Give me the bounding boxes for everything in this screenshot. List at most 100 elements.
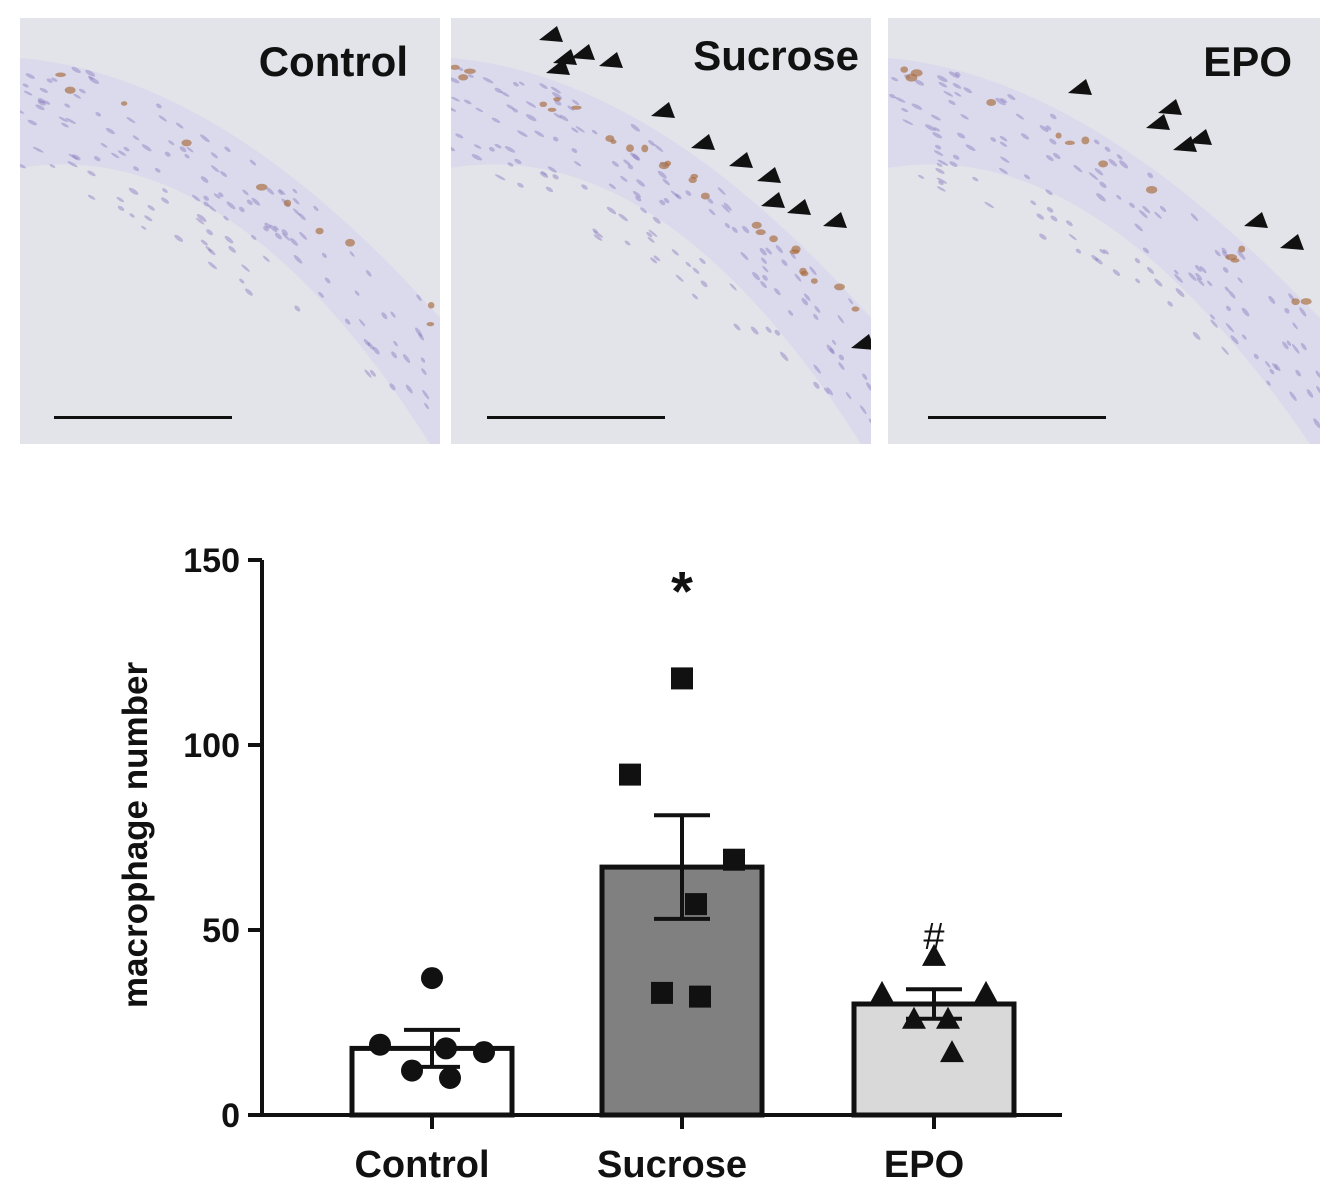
nucleus bbox=[299, 231, 308, 240]
nucleus bbox=[200, 239, 208, 246]
nucleus bbox=[422, 389, 430, 400]
nucleus bbox=[208, 261, 218, 270]
nucleus bbox=[943, 90, 954, 97]
arrowhead-marker bbox=[599, 52, 623, 68]
nucleus bbox=[1099, 181, 1107, 189]
nucleus bbox=[935, 168, 945, 174]
nucleus bbox=[421, 368, 427, 375]
data-point bbox=[671, 667, 693, 690]
nucleus bbox=[740, 251, 749, 261]
nucleus bbox=[1000, 156, 1010, 163]
nucleus bbox=[627, 164, 634, 170]
nucleus bbox=[263, 225, 269, 232]
nucleus bbox=[762, 265, 769, 273]
nucleus bbox=[517, 182, 524, 188]
nucleus bbox=[779, 351, 789, 362]
nucleus bbox=[717, 187, 726, 195]
nucleus bbox=[51, 77, 58, 82]
nucleus bbox=[606, 206, 617, 215]
nucleus bbox=[61, 122, 69, 128]
nucleus bbox=[363, 338, 371, 347]
nucleus bbox=[1289, 391, 1297, 401]
nucleus bbox=[823, 387, 830, 395]
macrophage-stain bbox=[1300, 298, 1312, 305]
data-point bbox=[421, 967, 443, 990]
nucleus bbox=[1225, 305, 1231, 312]
nucleus bbox=[1174, 274, 1183, 283]
nucleus bbox=[1292, 343, 1300, 354]
nucleus bbox=[948, 99, 956, 105]
macrophage-stain bbox=[769, 235, 778, 243]
nucleus bbox=[1253, 353, 1259, 360]
nucleus bbox=[1284, 307, 1290, 314]
nucleus bbox=[952, 83, 962, 89]
nucleus bbox=[369, 369, 376, 377]
nucleus bbox=[1199, 266, 1207, 274]
nucleus bbox=[550, 86, 561, 94]
nucleus bbox=[608, 183, 616, 190]
nucleus bbox=[960, 114, 969, 120]
nucleus bbox=[504, 146, 516, 153]
tissue-image-sucrose bbox=[451, 18, 871, 444]
nucleus bbox=[293, 208, 301, 216]
nucleus bbox=[203, 195, 209, 201]
nucleus bbox=[1265, 361, 1271, 368]
nucleus bbox=[365, 270, 372, 277]
nucleus bbox=[760, 281, 767, 289]
nucleus bbox=[1207, 280, 1213, 287]
nucleus bbox=[245, 288, 253, 296]
nucleus bbox=[213, 193, 221, 199]
nucleus bbox=[65, 117, 76, 124]
nucleus bbox=[282, 232, 291, 241]
macrophage-stain bbox=[1081, 136, 1090, 145]
nucleus bbox=[618, 213, 628, 222]
nucleus bbox=[781, 259, 788, 266]
nucleus bbox=[724, 222, 730, 229]
nucleus bbox=[451, 146, 456, 152]
nucleus bbox=[803, 293, 811, 301]
macrophage-stain bbox=[851, 306, 860, 312]
macrophage-stain bbox=[464, 68, 476, 74]
nucleus bbox=[1295, 369, 1301, 377]
nucleus bbox=[938, 81, 948, 88]
macrophage-stain bbox=[789, 249, 800, 255]
nucleus bbox=[653, 144, 664, 152]
nucleus bbox=[1036, 213, 1045, 220]
data-point bbox=[974, 980, 998, 1003]
nucleus bbox=[1020, 133, 1030, 140]
arrowhead-marker bbox=[571, 44, 595, 60]
nucleus bbox=[58, 116, 69, 123]
nucleus bbox=[1225, 323, 1234, 333]
macrophage-stain bbox=[800, 270, 809, 277]
nucleus bbox=[759, 247, 767, 256]
nucleus bbox=[1167, 301, 1173, 307]
nucleus bbox=[1316, 385, 1320, 395]
nucleus bbox=[223, 215, 229, 221]
nucleus bbox=[424, 402, 430, 410]
nucleus bbox=[1147, 172, 1154, 179]
macrophage-stain bbox=[427, 302, 435, 309]
nucleus bbox=[1221, 247, 1227, 254]
nucleus bbox=[1266, 380, 1271, 386]
tissue-image-epo bbox=[888, 18, 1320, 444]
nucleus bbox=[415, 327, 423, 337]
data-point bbox=[940, 1040, 964, 1063]
nucleus bbox=[623, 159, 631, 166]
nucleus bbox=[1108, 158, 1118, 167]
nucleus bbox=[647, 236, 655, 243]
nucleus bbox=[174, 234, 184, 242]
nucleus bbox=[721, 204, 730, 213]
nucleus bbox=[132, 135, 140, 141]
nucleus bbox=[126, 117, 136, 124]
scale-bar bbox=[487, 416, 665, 419]
nucleus bbox=[1039, 233, 1047, 240]
nucleus bbox=[269, 224, 278, 233]
nucleus bbox=[156, 103, 162, 109]
nucleus bbox=[1142, 247, 1150, 254]
macrophage-stain bbox=[539, 101, 548, 108]
nucleus bbox=[575, 126, 585, 133]
nucleus bbox=[1159, 205, 1167, 213]
nucleus bbox=[67, 161, 78, 168]
nucleus bbox=[1094, 168, 1104, 176]
macrophage-stain bbox=[986, 99, 997, 106]
